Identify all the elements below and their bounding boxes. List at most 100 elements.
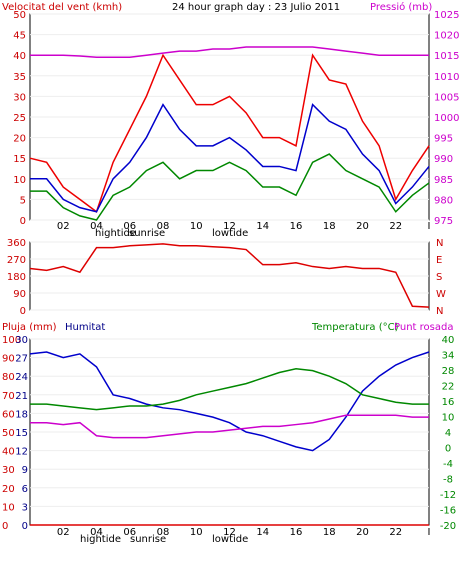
x-tick-bottom-20: 20 — [356, 527, 369, 538]
temperature-tick--4: -4 — [443, 459, 453, 470]
rain-tick-90: 90 — [2, 354, 15, 365]
humidity-tick-21: 21 — [15, 391, 28, 402]
wind-tick-30: 30 — [13, 92, 26, 103]
wind-tick-45: 45 — [13, 31, 26, 42]
temperature-axis-label: Temperatura (°C) — [311, 322, 399, 333]
rain-tick-10: 10 — [2, 502, 15, 513]
x-tick-top-02: 02 — [57, 221, 70, 232]
x-tick-bottom-08: 08 — [157, 527, 170, 538]
compass-tick-N: N — [436, 306, 443, 317]
humidity-tick-15: 15 — [15, 428, 28, 439]
temp-x-ticks: 02 04 06 08 10 12 14 16 18 20 22 I — [57, 527, 431, 538]
humidity-tick-27: 27 — [15, 354, 28, 365]
x-tick-top-06: 06 — [123, 221, 136, 232]
temperature-tick-4: 4 — [445, 428, 451, 439]
x-tick-bottom-22: 22 — [389, 527, 402, 538]
temperature-tick-16: 16 — [442, 397, 455, 408]
temperature-tick--20: -20 — [440, 521, 456, 532]
pressure-y-ticks: 975 980 985 990 995 1000 1005 1010 1015 1020 1025 — [434, 10, 459, 227]
wind-y-ticks: 0 5 10 15 20 25 30 35 40 45 50 — [13, 10, 26, 227]
temperature-tick-22: 22 — [442, 382, 455, 393]
humidity-tick-0: 0 — [22, 521, 28, 532]
compass-tick-N: N — [436, 238, 443, 249]
wind-axis-label: Velocitat del vent (kmh) — [2, 2, 122, 13]
x-tick-bottom-10: 10 — [190, 527, 203, 538]
pressure-tick-1010: 1010 — [434, 72, 459, 83]
wind-tick-20: 20 — [13, 134, 26, 145]
direction-y-ticks: 0 90 180 270 360 — [7, 238, 26, 317]
wind-tick-5: 5 — [20, 195, 26, 206]
rain-tick-40: 40 — [2, 447, 15, 458]
series-gust — [29, 53, 430, 213]
temperature-tick--12: -12 — [440, 490, 456, 501]
x-tick-bottom-12: 12 — [223, 527, 236, 538]
rain-tick-30: 30 — [2, 465, 15, 476]
series-low — [30, 153, 430, 221]
temperature-tick-40: 40 — [442, 335, 455, 346]
wind-tick-50: 50 — [13, 10, 26, 21]
pressure-tick-995: 995 — [434, 134, 453, 145]
chart-title: 24 hour graph day : 23 Julio 2011 — [172, 2, 340, 13]
humidity-tick-3: 3 — [22, 502, 28, 513]
series-dewpoint — [30, 414, 429, 439]
wind-tick-0: 0 — [20, 216, 26, 227]
series-humidity — [29, 351, 430, 452]
wind-tick-35: 35 — [13, 72, 26, 83]
temperature-y-ticks: -20 -16 -12 -8 -4 0 4 10 16 22 28 34 40 — [440, 335, 456, 532]
series-pressure — [30, 46, 429, 59]
x-tick-top-16: 16 — [290, 221, 303, 232]
humidity-tick-18: 18 — [15, 409, 28, 420]
rain-tick-70: 70 — [2, 391, 15, 402]
direction-tick-270: 270 — [7, 255, 26, 266]
pressure-tick-1005: 1005 — [434, 92, 459, 103]
wind-tick-10: 10 — [13, 175, 26, 186]
pressure-axis-label: Pressió (mb) — [370, 1, 432, 13]
x-tick-top-22: 22 — [389, 221, 402, 232]
wind-series — [29, 46, 430, 221]
rain-tick-60: 60 — [2, 409, 15, 420]
x-tick-top-14: 14 — [256, 221, 269, 232]
event-sunrise-top: sunrise — [129, 228, 165, 239]
temperature-tick-0: 0 — [445, 444, 451, 455]
humidity-y-ticks: 0 10 20 30 40 50 60 70 80 90 100 0 3 6 9 12 15 18 21 24 27 30 — [2, 335, 28, 532]
direction-tick-90: 90 — [13, 289, 26, 300]
event-hightide-bottom: hightide — [80, 534, 121, 545]
pressure-tick-1020: 1020 — [434, 31, 459, 42]
humidity-tick-12: 12 — [15, 447, 28, 458]
compass-tick-E: E — [436, 255, 442, 266]
wind-x-ticks: 02 04 06 08 10 12 14 16 18 20 22 I — [57, 221, 431, 232]
rain-tick-50: 50 — [2, 428, 15, 439]
x-tick-top-I: I — [428, 221, 431, 232]
x-tick-bottom-02: 02 — [57, 527, 70, 538]
direction-tick-0: 0 — [20, 306, 26, 317]
humidity-tick-9: 9 — [22, 465, 28, 476]
direction-series — [29, 243, 430, 308]
x-tick-bottom-18: 18 — [323, 527, 336, 538]
temperature-tick-28: 28 — [442, 366, 455, 377]
pressure-tick-1025: 1025 — [434, 10, 459, 21]
event-sunrise-bottom: sunrise — [130, 534, 166, 545]
temperature-tick--8: -8 — [443, 475, 453, 486]
x-tick-top-18: 18 — [323, 221, 336, 232]
compass-tick-S: S — [436, 272, 442, 283]
x-tick-top-10: 10 — [190, 221, 203, 232]
x-tick-bottom-06: 06 — [123, 527, 136, 538]
dewpoint-axis-label: Punt rosada — [394, 322, 453, 333]
x-tick-top-08: 08 — [157, 221, 170, 232]
rain-tick-0: 0 — [2, 521, 8, 532]
temperature-tick-10: 10 — [442, 413, 455, 424]
wind-tick-25: 25 — [13, 113, 26, 124]
temp-grid — [30, 338, 429, 526]
wind-grid — [30, 13, 429, 221]
direction-tick-360: 360 — [7, 238, 26, 249]
pressure-tick-975: 975 — [434, 216, 453, 227]
x-tick-bottom-04: 04 — [90, 527, 103, 538]
wind-tick-15: 15 — [13, 154, 26, 165]
event-hightide-top: hightide — [95, 228, 136, 239]
x-tick-bottom-14: 14 — [256, 527, 269, 538]
wind-tick-40: 40 — [13, 51, 26, 62]
pressure-tick-985: 985 — [434, 175, 453, 186]
temp-series — [29, 351, 430, 526]
